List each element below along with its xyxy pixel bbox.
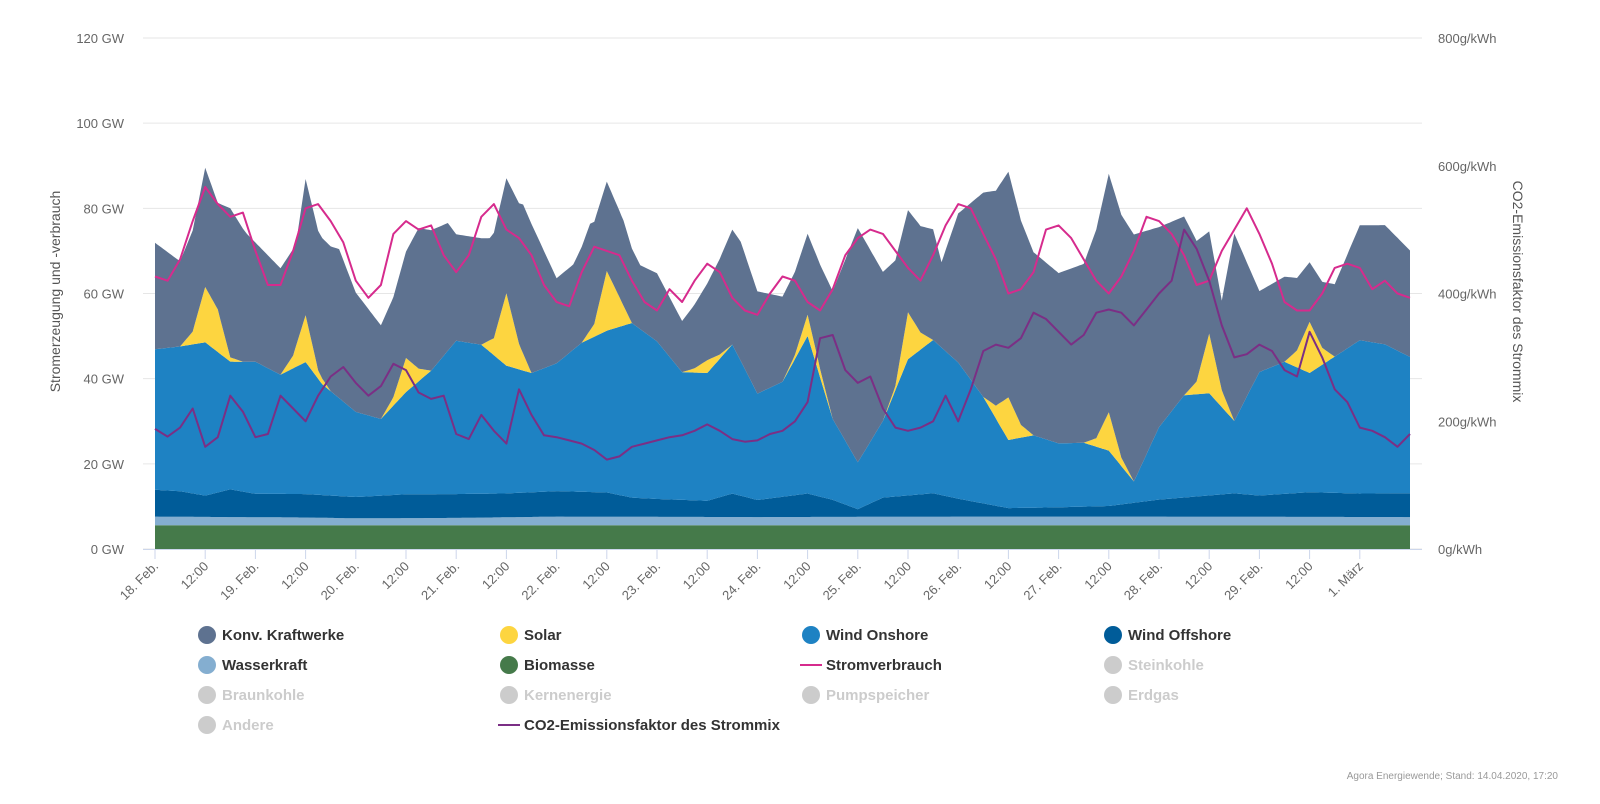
y-left-tick-label: 20 GW xyxy=(84,457,125,472)
legend-item[interactable]: Biomasse xyxy=(498,654,800,676)
legend-dot-symbol xyxy=(196,686,218,704)
x-tick-label: 24. Feb. xyxy=(719,559,763,603)
y-left-tick-label: 60 GW xyxy=(84,287,125,302)
legend-item[interactable]: CO2-Emissionsfaktor des Strommix xyxy=(498,714,800,736)
y-left-tick-label: 80 GW xyxy=(84,201,125,216)
x-tick-label: 12:00 xyxy=(178,559,212,593)
y-left-tick-label: 120 GW xyxy=(76,31,124,46)
chart-credits: Agora Energiewende; Stand: 14.04.2020, 1… xyxy=(1346,771,1558,782)
x-tick-label: 12:00 xyxy=(1282,559,1316,593)
legend-item[interactable]: Kernenergie xyxy=(498,684,800,706)
area-biomasse[interactable] xyxy=(155,525,1410,549)
x-tick-label: 18. Feb. xyxy=(117,559,161,603)
legend-dot-symbol xyxy=(1102,686,1124,704)
x-tick-label: 22. Feb. xyxy=(518,559,562,603)
legend-line-symbol xyxy=(498,716,520,734)
legend-label: Wasserkraft xyxy=(222,656,308,674)
x-tick-label: 26. Feb. xyxy=(920,559,964,603)
x-tick-label: 1. März xyxy=(1325,559,1366,600)
series-lines xyxy=(154,186,1411,461)
legend-dot-symbol xyxy=(196,716,218,734)
legend-dot-symbol xyxy=(196,656,218,674)
y-right-tick-label: 0g/kWh xyxy=(1438,542,1482,557)
legend-label: Kernenergie xyxy=(524,686,612,704)
chart-legend: Konv. Kraftwerke Solar Wind Onshore Wind Of… xyxy=(196,624,1436,736)
y-right-axis-title: CO2-Emissionsfaktor des Strommix xyxy=(1510,181,1526,403)
legend-item[interactable]: Stromverbrauch xyxy=(800,654,1102,676)
legend-dot-symbol xyxy=(498,626,520,644)
legend-line-symbol xyxy=(800,656,822,674)
legend-label: Steinkohle xyxy=(1128,656,1204,674)
y-left-axis-title: Stromerzeugung und -verbrauch xyxy=(47,191,63,393)
area-solar[interactable] xyxy=(155,271,1410,482)
legend-item[interactable]: Konv. Kraftwerke xyxy=(196,624,498,646)
legend-label: Wind Onshore xyxy=(826,626,929,644)
legend-item[interactable]: Andere xyxy=(196,714,498,736)
legend-label: Biomasse xyxy=(524,656,595,674)
legend-label: Wind Offshore xyxy=(1128,626,1232,644)
x-tick-label: 12:00 xyxy=(981,559,1015,593)
legend-label: CO2-Emissionsfaktor des Strommix xyxy=(524,716,780,734)
legend-dot-symbol xyxy=(498,656,520,674)
legend-label: Braunkohle xyxy=(222,686,305,704)
y-right-tick-label: 600g/kWh xyxy=(1438,159,1497,174)
x-tick-label: 12:00 xyxy=(780,559,814,593)
legend-item[interactable]: Pumpspeicher xyxy=(800,684,1102,706)
legend-dot-symbol xyxy=(1102,656,1124,674)
legend-label: Stromverbrauch xyxy=(826,656,942,674)
legend-item[interactable]: Braunkohle xyxy=(196,684,498,706)
legend-label: Andere xyxy=(222,716,274,734)
line-stromverbrauch[interactable] xyxy=(154,186,1411,316)
legend-item[interactable]: Erdgas xyxy=(1102,684,1404,706)
x-tick-label: 28. Feb. xyxy=(1121,559,1165,603)
x-tick-label: 12:00 xyxy=(1182,559,1216,593)
legend-dot-symbol xyxy=(1102,626,1124,644)
y-right-tick-label: 800g/kWh xyxy=(1438,31,1497,46)
x-tick-label: 12:00 xyxy=(1081,559,1115,593)
y-left-tick-label: 0 GW xyxy=(91,542,125,557)
legend-item[interactable]: Wind Onshore xyxy=(800,624,1102,646)
legend-label: Solar xyxy=(524,626,562,644)
x-tick-label: 21. Feb. xyxy=(418,559,462,603)
y-left-tick-label: 40 GW xyxy=(84,372,125,387)
x-tick-label: 12:00 xyxy=(680,559,714,593)
area-wind-onshore[interactable] xyxy=(155,323,1410,510)
x-tick-label: 20. Feb. xyxy=(318,559,362,603)
legend-dot-symbol xyxy=(800,686,822,704)
x-tick-label: 12:00 xyxy=(881,559,915,593)
area-wind-offshore[interactable] xyxy=(155,489,1410,519)
x-tick-label: 29. Feb. xyxy=(1221,559,1265,603)
legend-item[interactable]: Steinkohle xyxy=(1102,654,1404,676)
line-co2[interactable] xyxy=(154,228,1411,461)
x-tick-label: 12:00 xyxy=(379,559,413,593)
legend-label: Pumpspeicher xyxy=(826,686,930,704)
area-konv[interactable] xyxy=(155,167,1410,482)
stacked-areas xyxy=(155,167,1410,549)
legend-label: Erdgas xyxy=(1128,686,1179,704)
x-tick-label: 19. Feb. xyxy=(217,559,261,603)
legend-dot-symbol xyxy=(196,626,218,644)
legend-item[interactable]: Wasserkraft xyxy=(196,654,498,676)
y-left-tick-label: 100 GW xyxy=(76,116,124,131)
y-right-tick-label: 200g/kWh xyxy=(1438,414,1497,429)
legend-label: Konv. Kraftwerke xyxy=(222,626,345,644)
y-right-tick-label: 400g/kWh xyxy=(1438,287,1497,302)
legend-item[interactable]: Wind Offshore xyxy=(1102,624,1404,646)
x-tick-label: 27. Feb. xyxy=(1020,559,1064,603)
legend-item[interactable]: Solar xyxy=(498,624,800,646)
legend-dot-symbol xyxy=(800,626,822,644)
area-wasserkraft[interactable] xyxy=(155,516,1410,526)
x-tick-label: 25. Feb. xyxy=(820,559,864,603)
x-tick-label: 12:00 xyxy=(579,559,613,593)
x-tick-label: 12:00 xyxy=(278,559,312,593)
x-tick-label: 23. Feb. xyxy=(619,559,663,603)
x-tick-label: 12:00 xyxy=(479,559,513,593)
legend-dot-symbol xyxy=(498,686,520,704)
